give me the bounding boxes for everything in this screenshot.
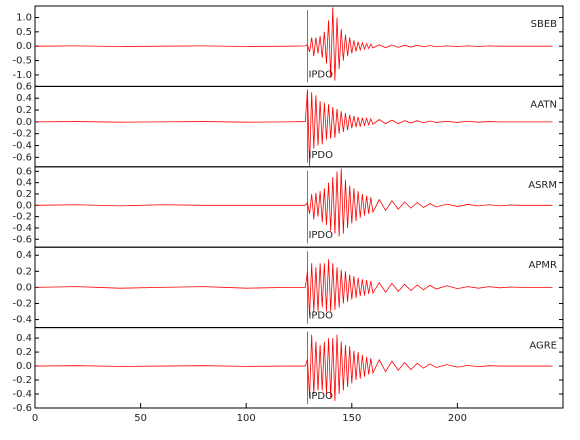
x-tick-label: 150 xyxy=(342,413,361,424)
y-tick-label: -0.6 xyxy=(12,152,32,163)
y-tick-label: -0.2 xyxy=(12,298,32,309)
y-tick-label: 0.0 xyxy=(16,200,32,211)
pick-label: IPDO xyxy=(308,150,333,161)
y-tick-label: 1.0 xyxy=(16,12,32,23)
y-tick-label: -0.2 xyxy=(12,375,32,386)
trace xyxy=(34,89,553,167)
y-tick-label: -0.2 xyxy=(12,212,32,223)
x-tick-label: 0 xyxy=(32,413,38,424)
y-tick-label: -0.4 xyxy=(12,223,32,234)
y-tick-label: 0.2 xyxy=(16,189,32,200)
y-tick-label: 0.0 xyxy=(16,361,32,372)
y-tick-label: -0.6 xyxy=(12,234,32,245)
station-label: ASRM xyxy=(528,180,557,191)
y-tick-label: 0.0 xyxy=(16,41,32,52)
trace xyxy=(34,259,553,316)
panel-frame xyxy=(34,166,564,248)
x-tick-label: 50 xyxy=(134,413,147,424)
y-tick-label: -0.4 xyxy=(12,315,32,326)
y-tick-label: 0.6 xyxy=(16,166,32,177)
pick-label: IPDO xyxy=(308,311,333,322)
panel-frame xyxy=(34,327,564,409)
y-tick-label: -1.0 xyxy=(12,70,32,81)
y-tick-label: 0.4 xyxy=(16,250,32,261)
station-label: APMR xyxy=(529,260,557,271)
y-tick-label: 0.4 xyxy=(16,333,32,344)
station-label: AGRE xyxy=(529,341,557,352)
y-tick-label: 0.4 xyxy=(16,93,32,104)
y-tick-label: -0.6 xyxy=(12,403,32,414)
trace xyxy=(34,7,553,81)
y-tick-label: 0.2 xyxy=(16,347,32,358)
station-label: AATN xyxy=(530,99,557,110)
y-tick-label: -0.4 xyxy=(12,141,32,152)
pick-label: IPDO xyxy=(308,230,333,241)
y-tick-label: 0.2 xyxy=(16,105,32,116)
y-tick-label: 0.2 xyxy=(16,266,32,277)
x-tick-label: 200 xyxy=(448,413,467,424)
x-tick-label: 100 xyxy=(237,413,256,424)
pick-label: IPDO xyxy=(308,69,333,80)
pick-label: IPDO xyxy=(308,391,333,402)
trace xyxy=(34,168,553,237)
y-tick-label: 0.0 xyxy=(16,117,32,128)
y-tick-label: 0.5 xyxy=(16,27,32,38)
y-tick-label: -0.2 xyxy=(12,129,32,140)
station-label: SBEB xyxy=(531,19,558,30)
y-tick-label: 0.0 xyxy=(16,282,32,293)
panel-frame xyxy=(34,85,564,168)
y-tick-label: 0.4 xyxy=(16,178,32,189)
y-tick-label: 0.6 xyxy=(16,81,32,92)
y-tick-label: -0.4 xyxy=(12,389,32,400)
trace xyxy=(34,334,553,402)
y-tick-label: -0.5 xyxy=(12,56,32,67)
